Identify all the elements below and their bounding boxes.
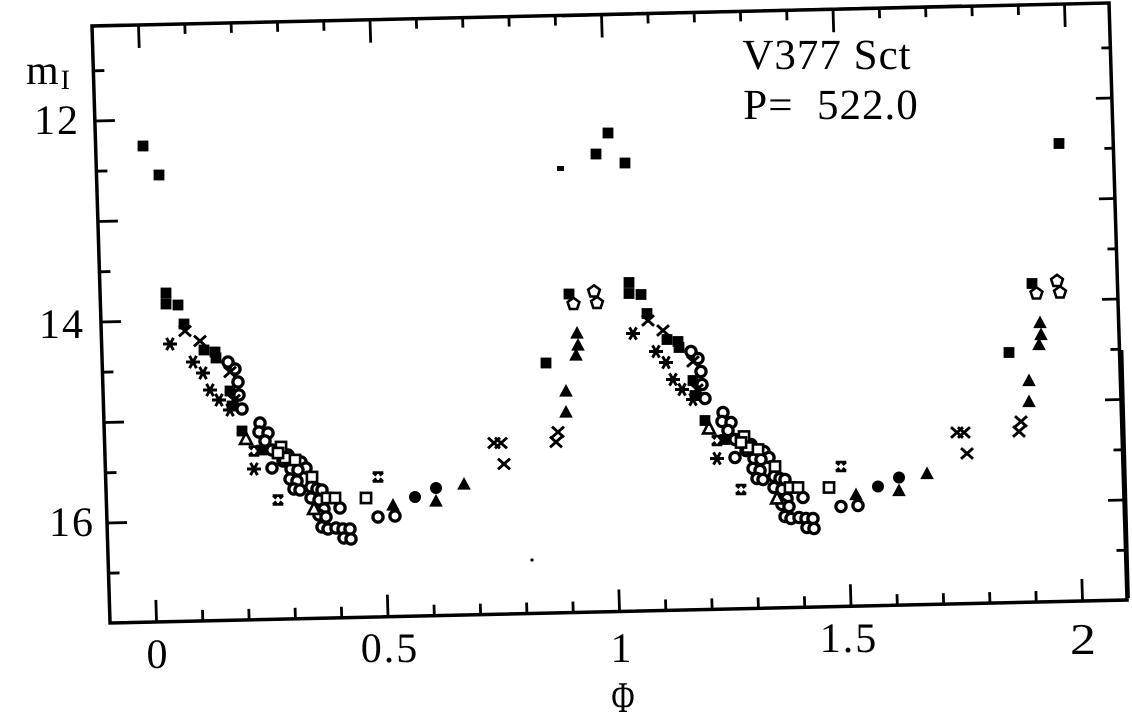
svg-text:0: 0 <box>147 632 168 678</box>
svg-text:mI: mI <box>26 48 70 96</box>
svg-text:1.5: 1.5 <box>820 616 879 662</box>
svg-text:14: 14 <box>39 302 85 348</box>
svg-text:16: 16 <box>49 500 95 546</box>
svg-text:Φ: Φ <box>611 673 634 722</box>
svg-text:V377 Sct: V377 Sct <box>742 32 911 79</box>
svg-text:12: 12 <box>34 98 80 144</box>
svg-text:P= 522.0: P= 522.0 <box>743 82 918 129</box>
svg-text:2: 2 <box>1070 615 1096 664</box>
svg-text:1: 1 <box>611 626 632 672</box>
svg-text:0.5: 0.5 <box>361 626 420 672</box>
